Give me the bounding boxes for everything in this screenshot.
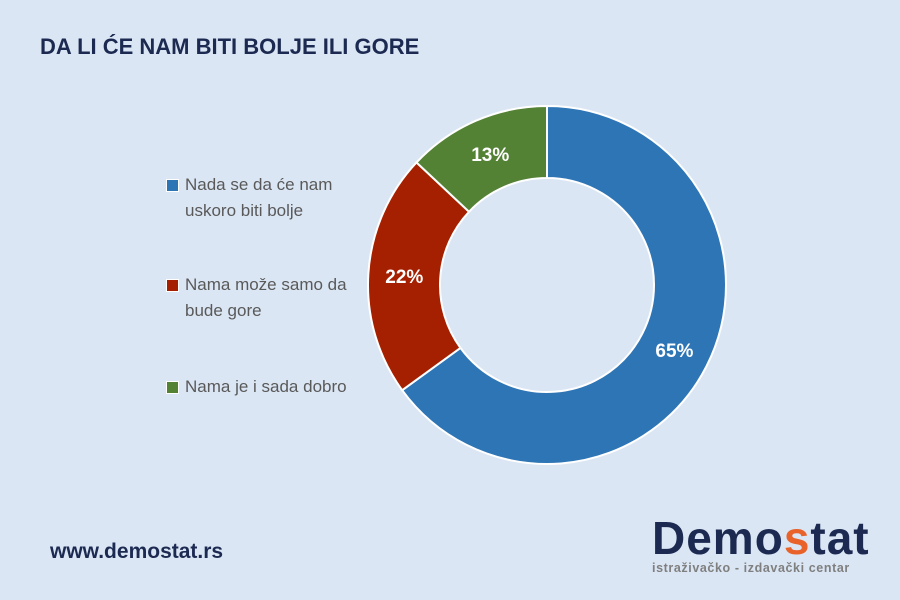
- donut-slice: [400, 104, 727, 465]
- donut-slice: [415, 104, 548, 214]
- legend-label: Nama je i sada dobro: [185, 377, 347, 396]
- logo-accent: s: [783, 512, 811, 564]
- donut-slice: [367, 161, 471, 392]
- legend-label: Nama može samo da bude gore: [185, 275, 347, 320]
- legend-label: Nada se da će nam uskoro biti bolje: [185, 175, 333, 220]
- data-label: 22%: [385, 267, 423, 288]
- legend-item-worse: Nama može samo da bude gore: [166, 272, 355, 324]
- legend-item-better: Nada se da će nam uskoro biti bolje: [166, 172, 355, 224]
- data-label: 65%: [655, 341, 693, 362]
- website-url: www.demostat.rs: [50, 540, 224, 563]
- data-label: 13%: [471, 145, 509, 166]
- legend-item-good: Nama je i sada dobro: [166, 374, 355, 400]
- logo-text: tat: [810, 512, 870, 564]
- legend-swatch: [166, 381, 179, 394]
- chart-title: DA LI ĆE NAM BITI BOLJE ILI GORE: [40, 34, 420, 59]
- legend-swatch: [166, 179, 179, 192]
- logo-tagline: istraživačko - izdavački centar: [652, 561, 850, 575]
- legend-swatch: [166, 279, 179, 292]
- demostat-logo: Demostat istraživačko - izdavački centar: [652, 515, 870, 575]
- logo-text: Demo: [652, 512, 784, 564]
